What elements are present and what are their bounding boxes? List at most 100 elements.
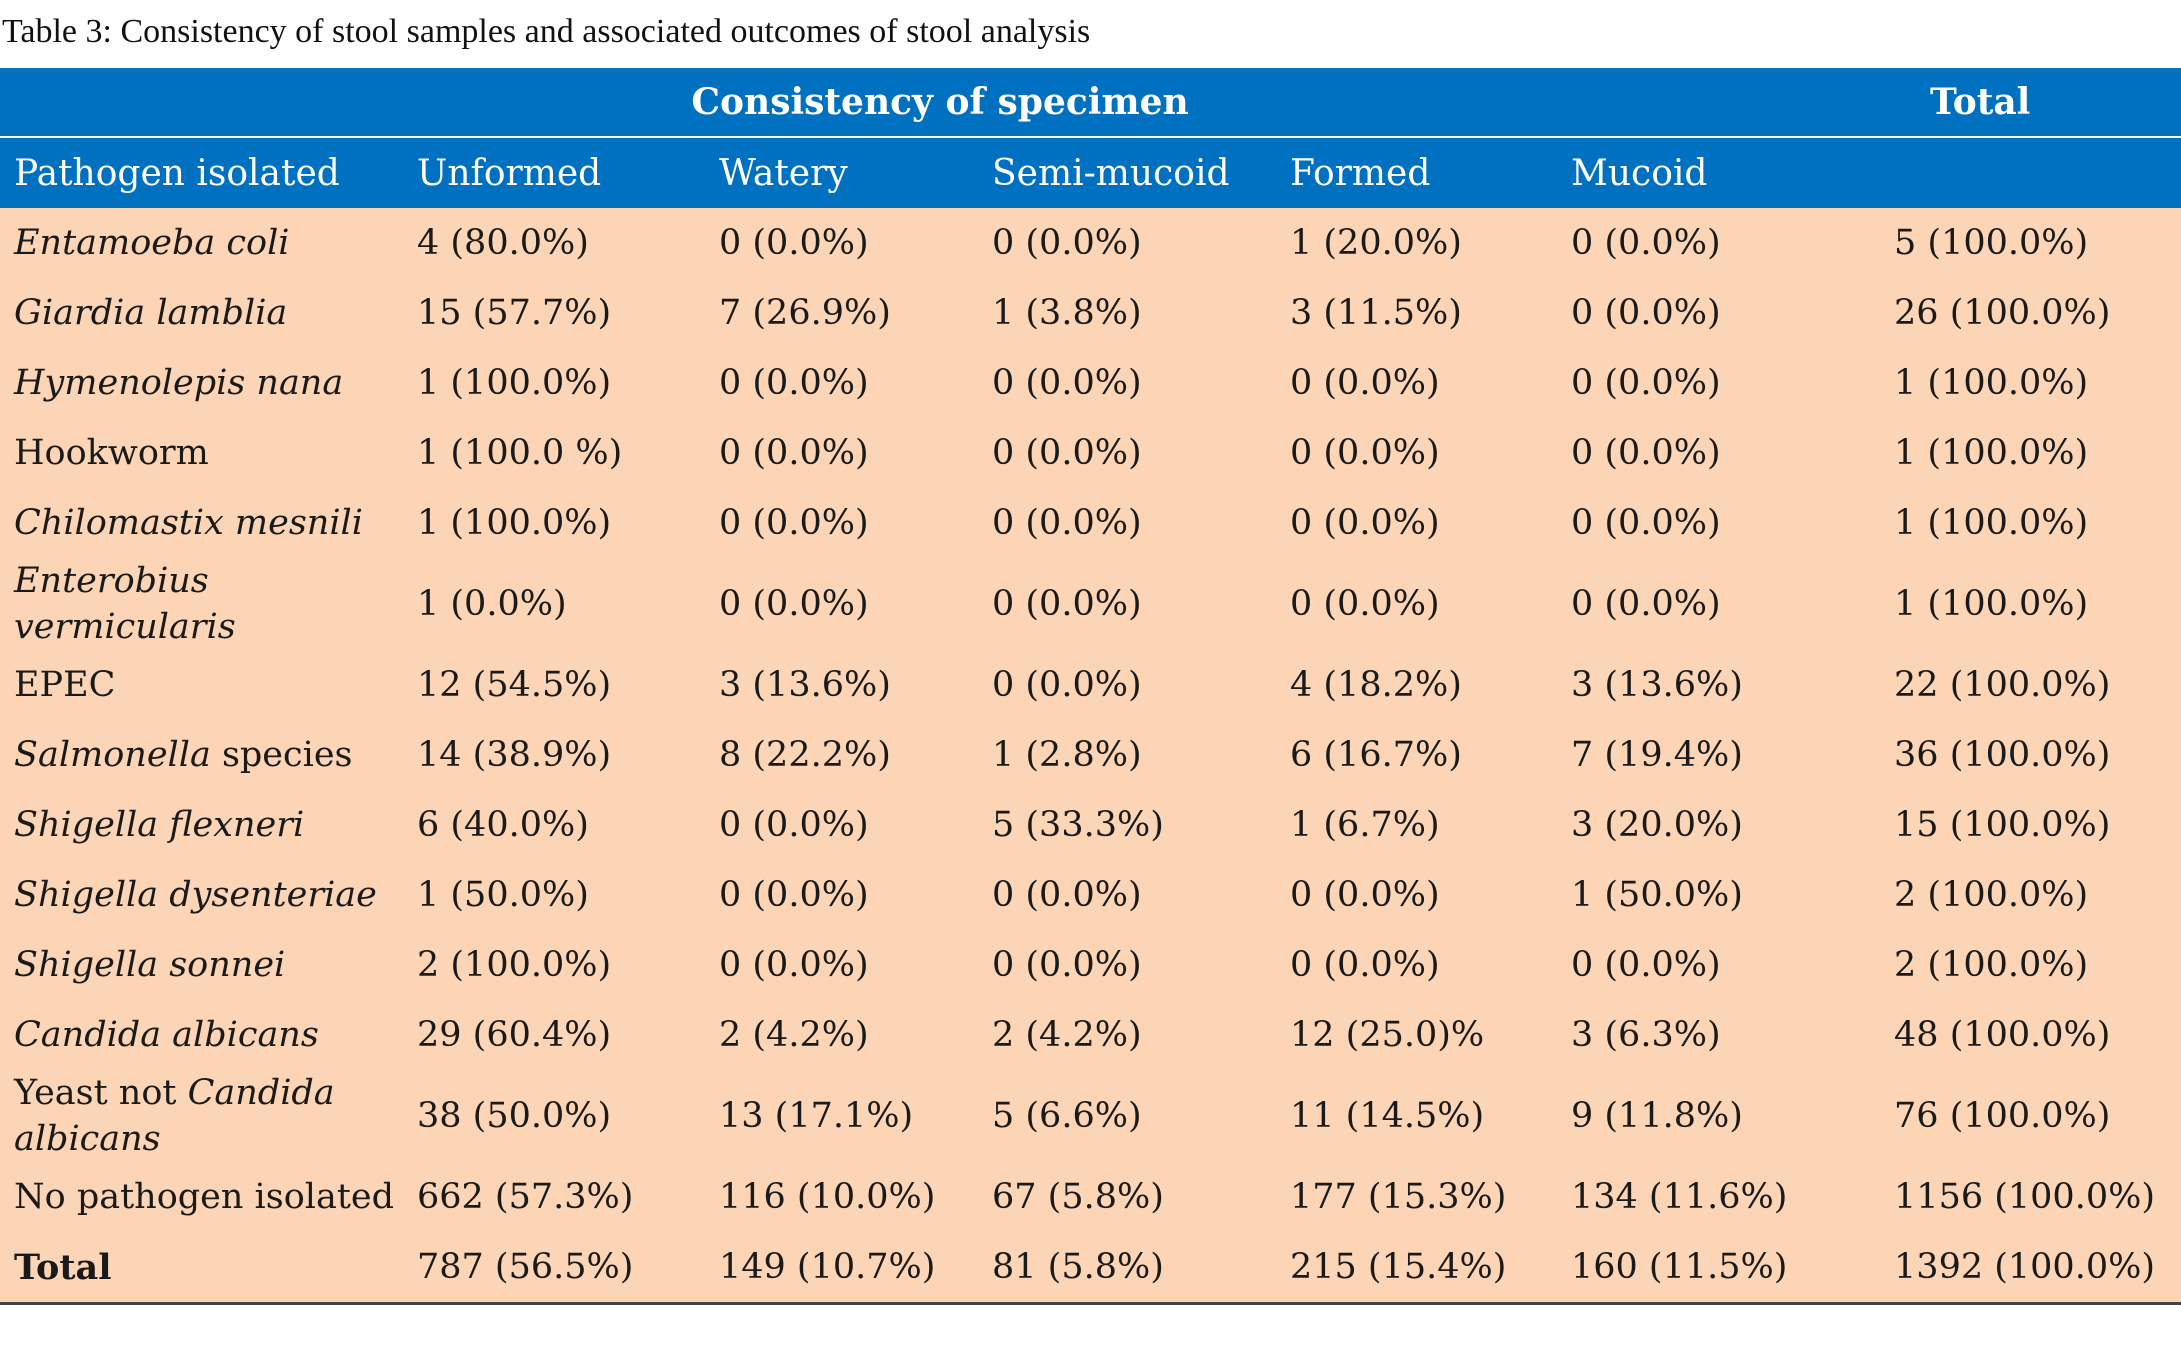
table-row: No pathogen isolated 662 (57.3%) 116 (10…	[0, 1162, 2181, 1232]
cell-total: 1 (100.0%)	[1880, 558, 2181, 650]
cell-formed: 4 (18.2%)	[1276, 650, 1557, 720]
cell-unformed: 15 (57.7%)	[403, 278, 705, 348]
cell-watery: 8 (22.2%)	[705, 720, 978, 790]
cell-unformed: 1 (0.0%)	[403, 558, 705, 650]
table-row: Hookworm 1 (100.0 %) 0 (0.0%) 0 (0.0%) 0…	[0, 418, 2181, 488]
table-row: EPEC 12 (54.5%) 3 (13.6%) 0 (0.0%) 4 (18…	[0, 650, 2181, 720]
pathogen-name: No pathogen isolated	[0, 1162, 403, 1232]
pathogen-name: Shigella dysenteriae	[0, 860, 403, 930]
cell-mucoid: 0 (0.0%)	[1557, 930, 1881, 1000]
cell-mucoid: 1 (50.0%)	[1557, 860, 1881, 930]
pathogen-name: Shigella sonnei	[0, 930, 403, 1000]
cell-formed: 11 (14.5%)	[1276, 1070, 1557, 1162]
cell-mucoid: 3 (13.6%)	[1557, 650, 1881, 720]
cell-watery: 149 (10.7%)	[705, 1232, 978, 1305]
cell-unformed: 1 (100.0 %)	[403, 418, 705, 488]
table-row: Salmonella species 14 (38.9%) 8 (22.2%) …	[0, 720, 2181, 790]
cell-semi-mucoid: 0 (0.0%)	[978, 208, 1276, 278]
cell-formed: 215 (15.4%)	[1276, 1232, 1557, 1305]
cell-formed: 3 (11.5%)	[1276, 278, 1557, 348]
table-row: Shigella flexneri 6 (40.0%) 0 (0.0%) 5 (…	[0, 790, 2181, 860]
table-caption: Table 3: Consistency of stool samples an…	[2, 13, 1091, 50]
cell-total: 15 (100.0%)	[1880, 790, 2181, 860]
pathogen-name: Salmonella species	[0, 720, 403, 790]
table-total-row: Total 787 (56.5%) 149 (10.7%) 81 (5.8%) …	[0, 1232, 2181, 1305]
cell-total: 26 (100.0%)	[1880, 278, 2181, 348]
column-header-total-blank	[1880, 137, 2181, 208]
cell-unformed: 2 (100.0%)	[403, 930, 705, 1000]
cell-formed: 0 (0.0%)	[1276, 930, 1557, 1000]
cell-formed: 1 (6.7%)	[1276, 790, 1557, 860]
cell-watery: 3 (13.6%)	[705, 650, 978, 720]
cell-watery: 2 (4.2%)	[705, 1000, 978, 1070]
cell-semi-mucoid: 5 (33.3%)	[978, 790, 1276, 860]
cell-mucoid: 0 (0.0%)	[1557, 558, 1881, 650]
cell-mucoid: 9 (11.8%)	[1557, 1070, 1881, 1162]
table-row: Entamoeba coli 4 (80.0%) 0 (0.0%) 0 (0.0…	[0, 208, 2181, 278]
cell-mucoid: 0 (0.0%)	[1557, 348, 1881, 418]
cell-total: 1156 (100.0%)	[1880, 1162, 2181, 1232]
cell-total: 48 (100.0%)	[1880, 1000, 2181, 1070]
cell-mucoid: 3 (6.3%)	[1557, 1000, 1881, 1070]
column-header-formed: Formed	[1276, 137, 1557, 208]
pathogen-name: EPEC	[0, 650, 403, 720]
table-row: Giardia lamblia 15 (57.7%) 7 (26.9%) 1 (…	[0, 278, 2181, 348]
pathogen-name: Hymenolepis nana	[0, 348, 403, 418]
cell-unformed: 14 (38.9%)	[403, 720, 705, 790]
cell-total: 1392 (100.0%)	[1880, 1232, 2181, 1305]
cell-semi-mucoid: 0 (0.0%)	[978, 348, 1276, 418]
cell-semi-mucoid: 5 (6.6%)	[978, 1070, 1276, 1162]
cell-semi-mucoid: 0 (0.0%)	[978, 558, 1276, 650]
table-row: Yeast not Candida albicans 38 (50.0%) 13…	[0, 1070, 2181, 1162]
cell-semi-mucoid: 0 (0.0%)	[978, 860, 1276, 930]
cell-total: 2 (100.0%)	[1880, 930, 2181, 1000]
cell-unformed: 662 (57.3%)	[403, 1162, 705, 1232]
pathogen-name: Shigella flexneri	[0, 790, 403, 860]
table-row: Hymenolepis nana 1 (100.0%) 0 (0.0%) 0 (…	[0, 348, 2181, 418]
pathogen-name: Candida albicans	[0, 1000, 403, 1070]
cell-semi-mucoid: 67 (5.8%)	[978, 1162, 1276, 1232]
cell-watery: 0 (0.0%)	[705, 418, 978, 488]
column-header-pathogen: Pathogen isolated	[0, 137, 403, 208]
cell-watery: 0 (0.0%)	[705, 790, 978, 860]
cell-unformed: 6 (40.0%)	[403, 790, 705, 860]
cell-total: 2 (100.0%)	[1880, 860, 2181, 930]
pathogen-name: Chilomastix mesnili	[0, 488, 403, 558]
cell-formed: 1 (20.0%)	[1276, 208, 1557, 278]
cell-mucoid: 3 (20.0%)	[1557, 790, 1881, 860]
pathogen-name: Enterobius vermicularis	[0, 558, 403, 650]
cell-watery: 0 (0.0%)	[705, 488, 978, 558]
total-row-label: Total	[0, 1232, 403, 1305]
cell-total: 1 (100.0%)	[1880, 348, 2181, 418]
cell-watery: 13 (17.1%)	[705, 1070, 978, 1162]
cell-unformed: 29 (60.4%)	[403, 1000, 705, 1070]
cell-unformed: 12 (54.5%)	[403, 650, 705, 720]
cell-mucoid: 0 (0.0%)	[1557, 488, 1881, 558]
pathogen-name: Giardia lamblia	[0, 278, 403, 348]
cell-semi-mucoid: 0 (0.0%)	[978, 418, 1276, 488]
cell-semi-mucoid: 1 (2.8%)	[978, 720, 1276, 790]
cell-watery: 7 (26.9%)	[705, 278, 978, 348]
column-header-unformed: Unformed	[403, 137, 705, 208]
pathogen-name: Yeast not Candida albicans	[0, 1070, 403, 1162]
cell-mucoid: 160 (11.5%)	[1557, 1232, 1881, 1305]
pathogen-name: Hookworm	[0, 418, 403, 488]
consistency-group-header: Consistency of specimen	[0, 68, 1881, 138]
cell-formed: 0 (0.0%)	[1276, 860, 1557, 930]
cell-unformed: 1 (100.0%)	[403, 488, 705, 558]
table-column-header-row: Pathogen isolated Unformed Watery Semi-m…	[0, 137, 2181, 208]
cell-formed: 6 (16.7%)	[1276, 720, 1557, 790]
cell-mucoid: 7 (19.4%)	[1557, 720, 1881, 790]
column-header-watery: Watery	[705, 137, 978, 208]
table-row: Shigella sonnei 2 (100.0%) 0 (0.0%) 0 (0…	[0, 930, 2181, 1000]
table-row: Enterobius vermicularis 1 (0.0%) 0 (0.0%…	[0, 558, 2181, 650]
cell-total: 36 (100.0%)	[1880, 720, 2181, 790]
cell-semi-mucoid: 0 (0.0%)	[978, 930, 1276, 1000]
stool-analysis-table: Consistency of specimen Total Pathogen i…	[0, 68, 2181, 1305]
cell-formed: 0 (0.0%)	[1276, 418, 1557, 488]
cell-formed: 0 (0.0%)	[1276, 488, 1557, 558]
cell-watery: 0 (0.0%)	[705, 930, 978, 1000]
cell-total: 1 (100.0%)	[1880, 488, 2181, 558]
cell-semi-mucoid: 0 (0.0%)	[978, 488, 1276, 558]
cell-mucoid: 0 (0.0%)	[1557, 208, 1881, 278]
